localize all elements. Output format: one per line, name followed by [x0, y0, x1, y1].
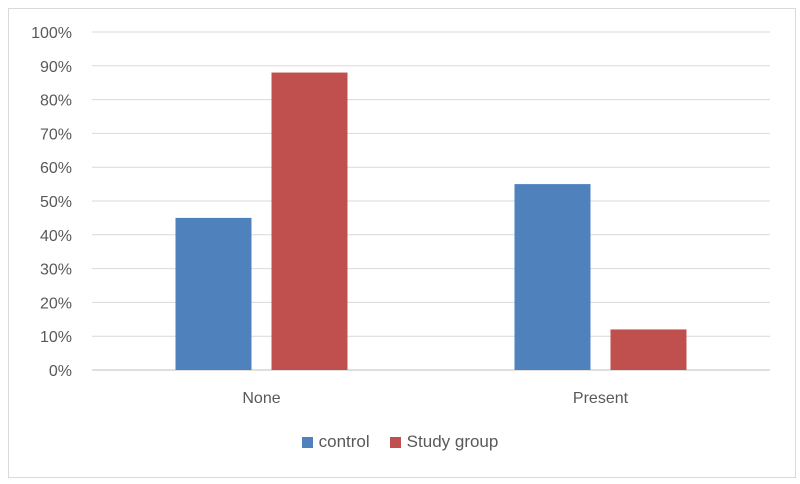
y-axis-ticks: 0% 10% 20% 30% 40% 50% 60% 70% 80% 90% 100% [31, 25, 72, 380]
y-tick-label: 90% [40, 59, 72, 76]
x-tick-label: Present [573, 390, 629, 407]
y-tick-label: 30% [40, 262, 72, 279]
y-tick-label: 10% [40, 329, 72, 346]
x-axis-ticks: None Present [242, 390, 628, 407]
bar-study-group-none [271, 72, 348, 370]
legend-label-control: control [318, 432, 370, 451]
bar-study-group-present [610, 329, 687, 370]
y-tick-label: 0% [49, 363, 72, 380]
y-tick-label: 70% [40, 126, 72, 143]
y-tick-label: 50% [40, 194, 72, 211]
y-tick-label: 20% [40, 295, 72, 312]
bar-control-none [175, 217, 252, 370]
bars [175, 72, 687, 370]
y-tick-label: 40% [40, 228, 72, 245]
bar-control-present [514, 184, 591, 370]
legend-swatch-control [301, 436, 313, 448]
legend-swatch-study-group [389, 436, 401, 448]
y-tick-label: 80% [40, 93, 72, 110]
legend: control Study group [0, 432, 800, 452]
chart-frame [8, 8, 796, 478]
x-tick-label: None [242, 390, 280, 407]
y-tick-label: 100% [31, 25, 72, 42]
legend-label-study-group: Study group [406, 432, 499, 451]
y-tick-label: 60% [40, 160, 72, 177]
legend-item-control: control [301, 432, 370, 452]
legend-item-study-group: Study group [389, 432, 499, 452]
